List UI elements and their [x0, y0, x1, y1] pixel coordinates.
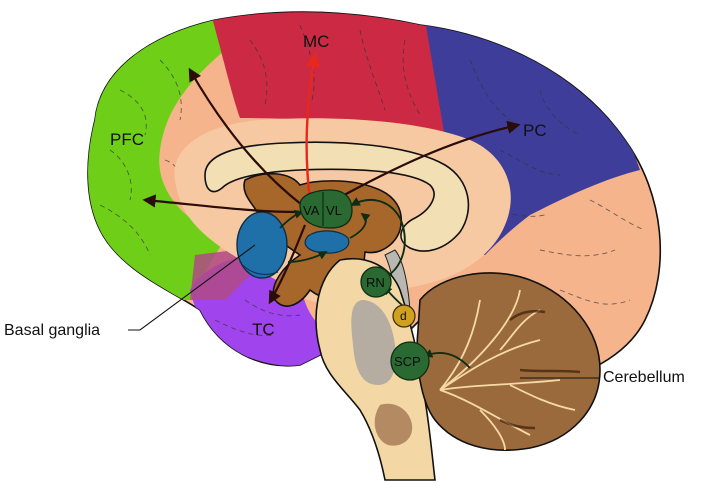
arrow-to-pfc-lower — [142, 194, 299, 214]
medulla-spot — [374, 403, 413, 446]
arrow-cerebellar-loop — [350, 197, 406, 281]
arrow-cerebellum-to-scp — [423, 349, 471, 369]
basal-ganglia-shape — [236, 211, 288, 279]
label-mc: MC — [303, 32, 329, 51]
va-vl-nucleus — [299, 189, 353, 229]
dentate-nucleus — [392, 304, 416, 328]
nuclei — [299, 189, 430, 381]
cerebellum-body — [416, 272, 601, 451]
arrow-bg-loop-3 — [349, 212, 371, 239]
rn-nucleus — [360, 266, 392, 298]
label-basal-ganglia: Basal ganglia — [4, 322, 100, 339]
label-pfc: PFC — [110, 130, 144, 149]
arrow-to-pfc-upper — [188, 67, 303, 206]
arrow-bg-loop-2 — [287, 251, 328, 263]
region-labels: PFC MC PC TC — [110, 32, 547, 339]
scp-nucleus — [390, 341, 430, 381]
arrow-to-mc — [305, 52, 321, 201]
basal-ganglia — [236, 211, 350, 279]
connection-arrows — [142, 52, 521, 369]
external-labels: Basal ganglia Cerebellum — [4, 244, 685, 386]
label-pc: PC — [523, 121, 547, 140]
cerebellum-folia — [439, 289, 576, 451]
nucleus-labels: VA VL RN d SCP — [303, 203, 421, 369]
arrow-to-pc — [334, 120, 521, 201]
insula-region — [190, 250, 250, 300]
label-d: d — [400, 309, 407, 323]
label-cerebellum: Cerebellum — [603, 369, 685, 386]
label-vl: VL — [326, 203, 342, 218]
label-scp: SCP — [394, 354, 421, 369]
label-tc: TC — [252, 320, 275, 339]
label-va: VA — [303, 203, 320, 218]
cerebellum — [416, 272, 601, 451]
basal-ganglia-leader — [128, 244, 256, 331]
mc-region — [210, 12, 445, 140]
label-rn: RN — [366, 275, 385, 290]
basal-ganglia-small — [304, 230, 350, 254]
pons-shading — [351, 300, 396, 385]
